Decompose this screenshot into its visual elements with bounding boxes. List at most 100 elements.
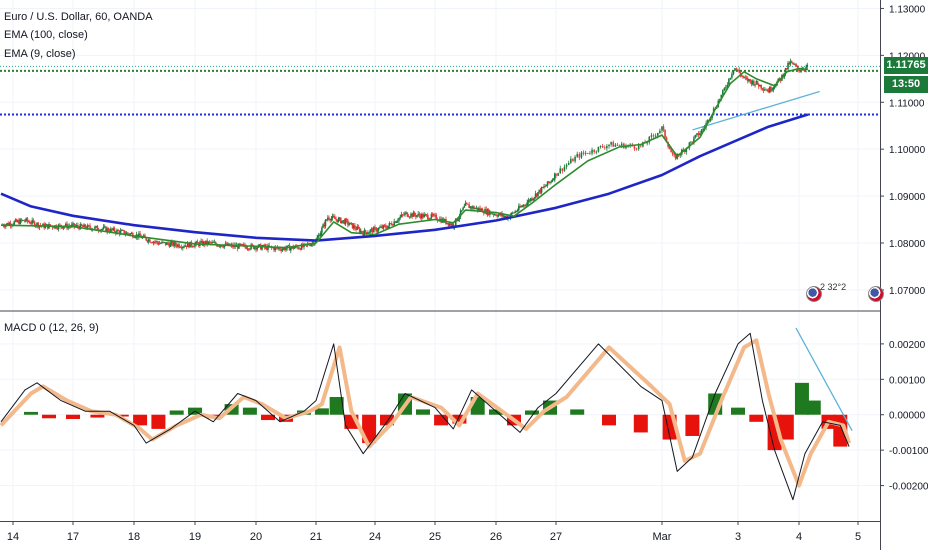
candle-body: [335, 219, 337, 220]
candle-body: [406, 212, 409, 217]
candle-body: [278, 248, 280, 249]
candle-body: [640, 145, 642, 147]
candle-body: [20, 219, 23, 221]
time-tick-label: 4: [796, 531, 802, 543]
macd-histogram-bar: [806, 400, 821, 415]
candle-body: [793, 64, 795, 65]
candle-body: [551, 179, 554, 182]
candle-body: [118, 230, 121, 234]
macd-histogram-bar: [570, 409, 585, 415]
macd-legend[interactable]: MACD 0 (12, 26, 9): [4, 322, 99, 334]
candle-body: [554, 173, 556, 180]
candle-body: [214, 242, 217, 245]
candle-body: [122, 230, 124, 232]
candle-body: [419, 215, 422, 219]
candle-body: [117, 230, 119, 231]
candle-body: [241, 244, 244, 245]
candle-body: [29, 221, 31, 224]
candle-body: [552, 179, 555, 181]
candle-body: [625, 145, 627, 149]
candle-body: [483, 212, 485, 214]
candle-body: [576, 154, 578, 157]
symbol-title: Euro / U.S. Dollar, 60, OANDA: [4, 11, 153, 23]
candle-body: [587, 152, 589, 154]
candle-body: [512, 212, 514, 214]
candle-body: [332, 215, 335, 218]
candle-body: [513, 212, 515, 214]
candle-body: [110, 228, 112, 232]
candle-body: [166, 242, 168, 245]
candle-body: [648, 136, 651, 143]
candle-body: [246, 248, 249, 250]
price-tick-label: 1.13000: [889, 4, 926, 15]
candle-body: [495, 214, 497, 216]
candle-body: [361, 230, 363, 233]
candle-body: [31, 220, 33, 224]
candle-body: [544, 186, 546, 188]
candle-body: [352, 225, 355, 229]
candle-body: [179, 247, 182, 249]
ema9-legend[interactable]: EMA (9, close): [4, 48, 76, 60]
candle-body: [540, 187, 543, 193]
candle-body: [670, 149, 672, 153]
candle-body: [23, 220, 25, 221]
candle-body: [81, 225, 84, 227]
candle-body: [219, 245, 222, 247]
candle-body: [726, 84, 729, 88]
candle-body: [196, 241, 199, 243]
candle-body: [766, 90, 769, 91]
candle-body: [392, 224, 394, 226]
candle-body: [208, 241, 211, 243]
candle-body: [418, 213, 421, 216]
candle-body: [603, 147, 606, 149]
candle-body: [688, 142, 691, 148]
candle-body: [385, 225, 387, 228]
candle-body: [656, 132, 659, 136]
macd-histogram-bar: [380, 414, 394, 426]
candle-body: [559, 168, 562, 174]
candle-body: [532, 198, 534, 201]
time-tick-label: 19: [189, 531, 201, 543]
us-flag-icon[interactable]: [868, 286, 884, 302]
candle-body: [545, 185, 548, 187]
candle-body: [740, 75, 743, 77]
candle-body: [393, 221, 395, 226]
candle-body: [738, 69, 741, 73]
candle-body: [297, 247, 299, 249]
candle-body: [239, 243, 241, 245]
candle-body: [45, 224, 48, 226]
candle-body: [386, 227, 388, 229]
candle-body: [177, 244, 179, 247]
candle-body: [746, 78, 749, 82]
candle-body: [409, 216, 411, 218]
candle-body: [405, 212, 407, 214]
candle-body: [128, 233, 130, 235]
ema100-legend[interactable]: EMA (100, close): [4, 29, 88, 41]
candle-body: [298, 248, 300, 250]
candle-body: [447, 223, 450, 226]
candle-body: [18, 220, 20, 225]
candle-body: [101, 228, 104, 230]
candle-body: [478, 208, 480, 211]
candle-body: [394, 221, 397, 223]
candle-body: [89, 225, 91, 229]
candle-body: [268, 245, 270, 247]
candle-body: [80, 224, 83, 226]
candle-body: [749, 79, 751, 81]
candle-body: [521, 206, 524, 208]
candle-body: [754, 84, 756, 86]
candle-body: [770, 87, 772, 91]
candle-body: [121, 230, 123, 232]
candle-body: [351, 223, 354, 229]
candle-body: [691, 141, 694, 143]
candle-body: [805, 66, 807, 70]
candle-body: [130, 233, 133, 234]
candle-body: [380, 226, 382, 228]
us-flag-icon[interactable]: [806, 286, 822, 302]
candle-body: [536, 193, 538, 197]
candle-body: [195, 241, 198, 244]
macd-histogram-bar: [261, 414, 275, 421]
time-tick-label: 5: [855, 531, 861, 543]
